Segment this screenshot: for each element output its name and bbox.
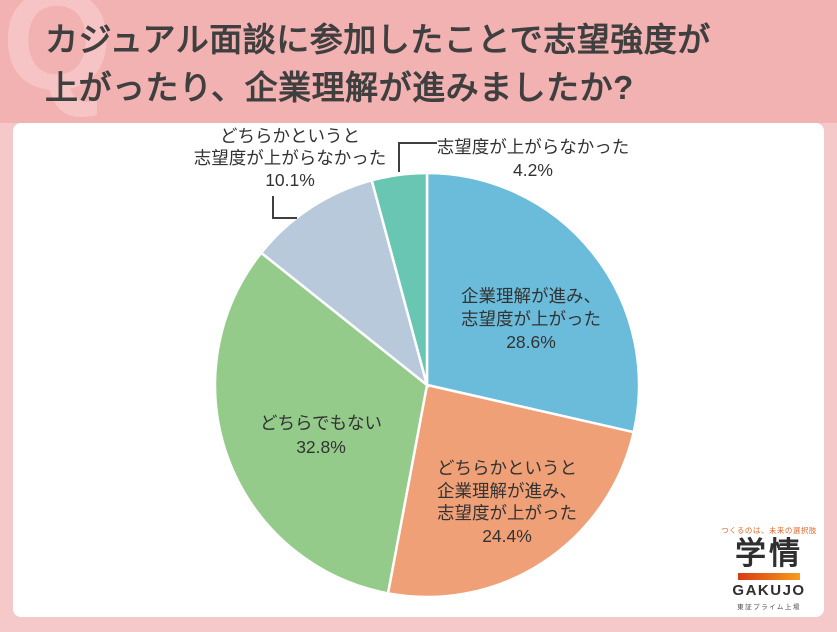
chart-panel: どちらかというと 志望度が上がらなかった 10.1% 志望度が上がらなかった 4…	[13, 123, 824, 617]
label-neither: どちらでもない 32.8%	[260, 413, 382, 457]
label-somewhat-not-up: どちらかというと 志望度が上がらなかった 10.1%	[193, 126, 387, 190]
logo-listing: 東証プライム上場	[737, 604, 801, 611]
gakujo-logo: つくるのは、未来の選択肢 学情 GAKUJO 東証プライム上場	[719, 525, 819, 611]
logo-gradient-bar	[738, 573, 800, 580]
logo-name-jp: 学情	[735, 536, 803, 571]
leader-line-teal	[398, 142, 437, 172]
pie-slice-not-up	[370, 171, 429, 386]
label-understanding-up: 企業理解が進み、 志望度が上がった 28.6%	[461, 286, 601, 352]
q-watermark: Q	[2, 0, 113, 120]
pie-slice-somewhat-up	[386, 383, 636, 599]
question-header: Q カジュアル面談に参加したことで志望強度が 上がったり、企業理解が進みましたか…	[0, 0, 837, 123]
label-not-up: 志望度が上がらなかった 4.2%	[436, 137, 630, 180]
leader-line-lavender	[272, 196, 297, 219]
logo-name-en: GAKUJO	[732, 582, 806, 599]
pie-slice-neither	[213, 251, 429, 595]
question-title: カジュアル面談に参加したことで志望強度が 上がったり、企業理解が進みましたか?	[45, 21, 711, 106]
logo-slogan: つくるのは、未来の選択肢	[721, 526, 817, 535]
pie-chart	[213, 142, 641, 599]
pie-slice-understanding-up	[425, 171, 641, 434]
label-somewhat-up: どちらかというと 企業理解が進み、 志望度が上がった 24.4%	[437, 458, 577, 546]
